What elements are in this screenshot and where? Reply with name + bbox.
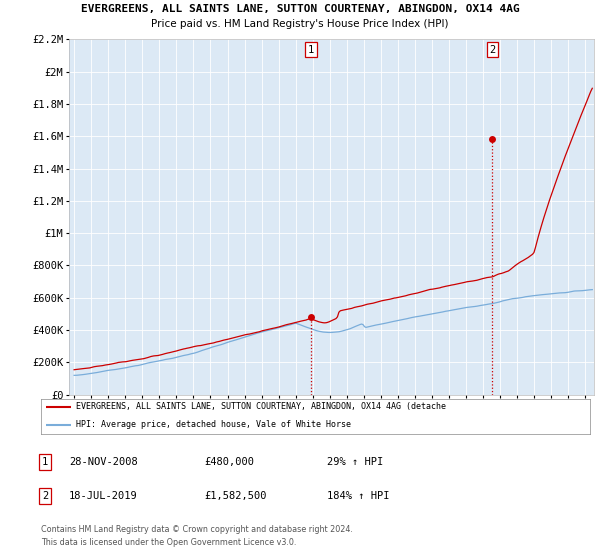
Text: Contains HM Land Registry data © Crown copyright and database right 2024.: Contains HM Land Registry data © Crown c… <box>41 525 353 534</box>
Text: £480,000: £480,000 <box>204 457 254 467</box>
Text: Price paid vs. HM Land Registry's House Price Index (HPI): Price paid vs. HM Land Registry's House … <box>151 19 449 29</box>
Text: 29% ↑ HPI: 29% ↑ HPI <box>327 457 383 467</box>
Text: This data is licensed under the Open Government Licence v3.0.: This data is licensed under the Open Gov… <box>41 538 296 547</box>
Text: EVERGREENS, ALL SAINTS LANE, SUTTON COURTENAY, ABINGDON, OX14 4AG: EVERGREENS, ALL SAINTS LANE, SUTTON COUR… <box>80 4 520 15</box>
Text: 2: 2 <box>489 45 496 54</box>
Text: 28-NOV-2008: 28-NOV-2008 <box>69 457 138 467</box>
Text: HPI: Average price, detached house, Vale of White Horse: HPI: Average price, detached house, Vale… <box>76 421 352 430</box>
Text: 1: 1 <box>42 457 48 467</box>
Text: EVERGREENS, ALL SAINTS LANE, SUTTON COURTENAY, ABINGDON, OX14 4AG (detache: EVERGREENS, ALL SAINTS LANE, SUTTON COUR… <box>76 403 446 412</box>
Point <box>488 134 497 143</box>
Text: 1: 1 <box>308 45 314 54</box>
Text: 18-JUL-2019: 18-JUL-2019 <box>69 491 138 501</box>
Point <box>307 312 316 321</box>
Text: £1,582,500: £1,582,500 <box>204 491 266 501</box>
Text: 2: 2 <box>42 491 48 501</box>
Text: 184% ↑ HPI: 184% ↑ HPI <box>327 491 389 501</box>
